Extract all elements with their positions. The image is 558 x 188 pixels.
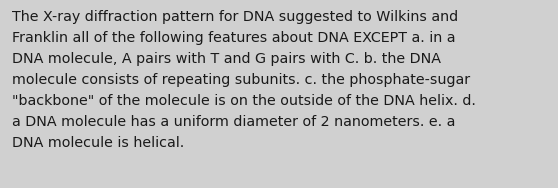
Text: a DNA molecule has a uniform diameter of 2 nanometers. e. a: a DNA molecule has a uniform diameter of… [12,115,455,129]
Text: Franklin all of the following features about DNA EXCEPT a. in a: Franklin all of the following features a… [12,31,455,45]
Text: DNA molecule is helical.: DNA molecule is helical. [12,136,184,150]
Text: "backbone" of the molecule is on the outside of the DNA helix. d.: "backbone" of the molecule is on the out… [12,94,476,108]
Text: DNA molecule, A pairs with T and G pairs with C. b. the DNA: DNA molecule, A pairs with T and G pairs… [12,52,441,66]
Text: molecule consists of repeating subunits. c. the phosphate-sugar: molecule consists of repeating subunits.… [12,73,470,87]
Text: The X-ray diffraction pattern for DNA suggested to Wilkins and: The X-ray diffraction pattern for DNA su… [12,10,458,24]
